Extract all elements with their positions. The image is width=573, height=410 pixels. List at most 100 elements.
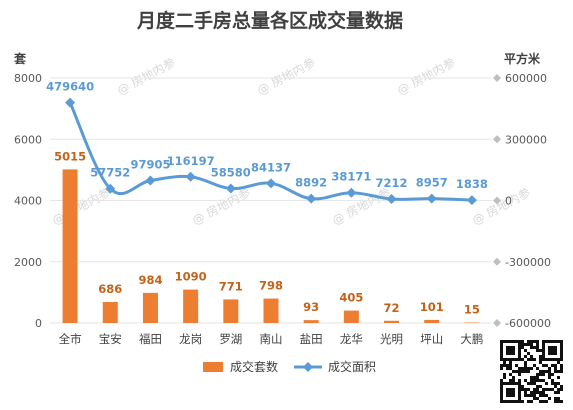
- qr-module: [521, 367, 524, 370]
- qr-module: [515, 340, 518, 343]
- qr-module: [524, 379, 527, 382]
- qr-module: [533, 376, 536, 379]
- qr-module: [518, 391, 521, 394]
- qr-module: [518, 352, 521, 355]
- qr-module: [512, 391, 515, 394]
- qr-module: [533, 346, 536, 349]
- qr-module: [503, 340, 506, 343]
- legend-label-line: 成交面积: [328, 359, 376, 374]
- qr-module: [533, 364, 536, 367]
- legend-marker: [303, 362, 313, 372]
- qr-module: [536, 397, 539, 400]
- qr-module: [539, 385, 542, 388]
- qr-module: [521, 370, 524, 373]
- qr-module: [551, 364, 554, 367]
- qr-module: [500, 343, 503, 346]
- qr-module: [545, 388, 548, 391]
- qr-module: [518, 349, 521, 352]
- qr-module: [506, 346, 509, 349]
- qr-module: [512, 388, 515, 391]
- qr-module: [545, 364, 548, 367]
- qr-module: [524, 364, 527, 367]
- qr-module: [503, 361, 506, 364]
- qr-module: [545, 400, 548, 403]
- qr-module: [542, 349, 545, 352]
- qr-module: [542, 373, 545, 376]
- line-label: 7212: [376, 176, 408, 190]
- qr-module: [533, 340, 536, 343]
- qr-module: [560, 352, 563, 355]
- qr-module: [518, 397, 521, 400]
- qr-module: [557, 340, 560, 343]
- line-point: [105, 183, 116, 194]
- qr-module: [560, 370, 563, 373]
- qr-module: [536, 346, 539, 349]
- qr-module: [509, 349, 512, 352]
- qr-module: [536, 376, 539, 379]
- qr-module: [500, 382, 503, 385]
- line-point: [65, 97, 76, 108]
- bar-label: 798: [259, 279, 283, 293]
- watermark-text: @ 房地内参: [49, 184, 112, 227]
- qr-module: [527, 394, 530, 397]
- right-tick-marker: [493, 319, 501, 327]
- qr-module: [539, 391, 542, 394]
- right-axis-unit: 平方米: [504, 51, 541, 66]
- bar-label: 771: [219, 279, 243, 293]
- bar-label: 72: [384, 301, 400, 315]
- legend-label-bars: 成交套数: [230, 359, 278, 374]
- line-label: 8957: [416, 176, 448, 190]
- qr-module: [503, 382, 506, 385]
- qr-module: [509, 394, 512, 397]
- bar-南山: [263, 298, 279, 323]
- qr-module: [524, 370, 527, 373]
- qr-module: [548, 340, 551, 343]
- qr-module: [518, 346, 521, 349]
- qr-module: [551, 349, 554, 352]
- qr-module: [515, 400, 518, 403]
- qr-code[interactable]: [498, 338, 565, 405]
- qr-module: [506, 358, 509, 361]
- line-point: [145, 175, 156, 186]
- right-axis-ticks: -600000 -300000 0 300000 600000: [493, 72, 551, 330]
- bar-福田: [142, 292, 158, 323]
- qr-module: [560, 346, 563, 349]
- left-tick-label: 2000: [14, 256, 42, 269]
- qr-module: [542, 352, 545, 355]
- qr-module: [527, 388, 530, 391]
- bar-全市: [62, 169, 78, 323]
- category-label: 宝安: [99, 332, 122, 346]
- qr-module: [512, 352, 515, 355]
- qr-module: [539, 400, 542, 403]
- qr-module: [536, 343, 539, 346]
- line-label: 1838: [456, 177, 488, 191]
- qr-module: [509, 364, 512, 367]
- qr-module: [500, 352, 503, 355]
- qr-module: [500, 358, 503, 361]
- bar-label: 984: [138, 273, 162, 287]
- qr-module: [509, 382, 512, 385]
- right-tick-marker: [493, 135, 501, 144]
- category-label: 光明: [380, 332, 403, 346]
- watermarks: @ 房地内参 @ 房地内参 @ 房地内参@ 房地内参 @ 房地内参 @ 房地内参 @ 房地…: [49, 54, 532, 227]
- qr-module: [500, 346, 503, 349]
- category-label: 全市: [59, 332, 82, 346]
- category-label: 龙华: [340, 332, 363, 346]
- qr-module: [554, 391, 557, 394]
- category-label: 福田: [139, 332, 162, 346]
- bar-label: 15: [464, 303, 480, 317]
- qr-module: [533, 391, 536, 394]
- qr-module: [506, 394, 509, 397]
- qr-module: [560, 385, 563, 388]
- qr-module: [524, 355, 527, 358]
- line-point: [466, 195, 477, 206]
- qr-module: [506, 349, 509, 352]
- qr-module: [518, 388, 521, 391]
- qr-module: [554, 370, 557, 373]
- qr-module: [539, 349, 542, 352]
- qr-module: [503, 373, 506, 376]
- qr-module: [518, 355, 521, 358]
- line-label: 8892: [295, 176, 327, 190]
